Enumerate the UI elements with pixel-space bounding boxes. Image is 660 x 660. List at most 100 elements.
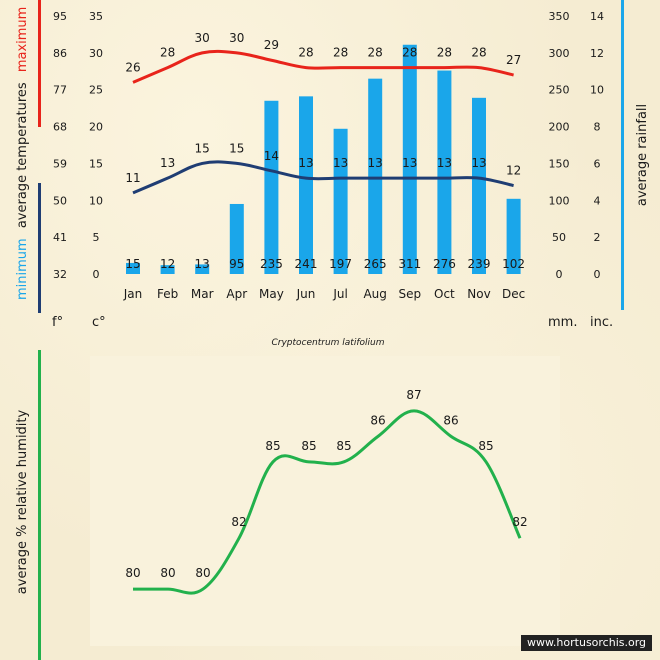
f-tick-label: 86	[53, 47, 67, 60]
c-tick-label: 25	[89, 84, 103, 97]
rainfall-data-label: 102	[502, 257, 525, 271]
rainfall-bar	[472, 97, 486, 274]
rainfall-data-label: 311	[398, 257, 421, 271]
month-tick-label: Jan	[123, 287, 143, 301]
f-tick-label: 50	[53, 194, 67, 207]
humidity-axis-marker	[38, 350, 41, 660]
inc-tick-label: 0	[594, 268, 601, 281]
humidity-panel	[90, 356, 560, 646]
month-tick-label: Nov	[467, 287, 490, 301]
c-tick-label: 10	[89, 194, 103, 207]
max-axis-marker	[38, 0, 41, 127]
humidity-data-label: 85	[301, 439, 316, 453]
min-temperature-data-label: 13	[333, 156, 348, 170]
rainfall-data-label: 235	[260, 257, 283, 271]
min-temperature-data-label: 13	[402, 156, 417, 170]
humidity-data-label: 86	[443, 413, 458, 427]
min-temperature-data-label: 15	[195, 141, 210, 155]
month-tick-label: Oct	[434, 287, 455, 301]
min-axis-title: minimum average temperatures maximum	[15, 7, 30, 300]
humidity-data-label: 82	[231, 515, 246, 529]
mm-tick-label: 0	[556, 268, 563, 281]
c-tick-label: 35	[89, 10, 103, 23]
mm-tick-label: 350	[549, 10, 570, 23]
inc-tick-label: 14	[590, 10, 604, 23]
humidity-line	[133, 409, 522, 595]
min-temperature-data-label: 12	[506, 164, 521, 178]
rainfall-data-label: 13	[195, 257, 210, 271]
unit-celsius: c°	[92, 315, 106, 330]
mm-tick-label: 250	[549, 84, 570, 97]
humidity-data-label: 82	[512, 515, 527, 529]
humidity-data-label: 85	[478, 439, 493, 453]
max-temperature-data-label: 28	[437, 46, 452, 60]
humidity-data-label: 80	[195, 566, 210, 580]
inc-tick-label: 2	[594, 231, 601, 244]
min-temperature-line	[132, 160, 514, 195]
humidity-data-label: 87	[406, 388, 421, 402]
unit-fahrenheit: f°	[52, 315, 63, 330]
humidity-data-label: 80	[125, 566, 140, 580]
unit-mm: mm.	[548, 315, 577, 330]
rainfall-bar	[160, 265, 175, 274]
min-temperature-data-label: 13	[368, 156, 383, 170]
humidity-data-label: 85	[265, 439, 280, 453]
max-temperature-data-label: 28	[368, 46, 383, 60]
month-tick-label: May	[259, 287, 284, 301]
c-tick-label: 0	[93, 268, 100, 281]
unit-inches: inc.	[590, 315, 613, 330]
max-temperature-data-label: 26	[125, 60, 140, 74]
max-temperature-data-label: 28	[333, 46, 348, 60]
max-temperature-data-label: 28	[471, 46, 486, 60]
mm-tick-label: 200	[549, 121, 570, 134]
rainfall-bar	[402, 44, 417, 275]
c-tick-label: 30	[89, 47, 103, 60]
max-temperature-data-label: 28	[160, 46, 175, 60]
rainfall-data-label: 276	[433, 257, 456, 271]
month-tick-label: Jun	[296, 287, 316, 301]
mm-tick-label: 50	[552, 231, 566, 244]
rainfall-axis-title: average rainfall	[635, 104, 650, 206]
max-temperature-data-label: 30	[195, 31, 210, 45]
rainfall-bar	[506, 198, 521, 274]
rainfall-data-label: 241	[295, 257, 318, 271]
c-tick-label: 5	[93, 231, 100, 244]
rainfall-data-label: 12	[160, 257, 175, 271]
rainfall-bar	[264, 100, 279, 275]
rainfall-data-label: 95	[229, 257, 244, 271]
month-tick-label: Jul	[332, 287, 347, 301]
rainfall-data-label: 265	[364, 257, 387, 271]
watermark: www.hortusorchis.org	[521, 635, 652, 651]
rainfall-bar	[195, 264, 210, 274]
rainfall-bar	[368, 78, 383, 275]
rainfall-bar	[126, 262, 140, 274]
f-tick-label: 41	[53, 231, 67, 244]
f-tick-label: 77	[53, 84, 67, 97]
max-temperature-data-label: 28	[298, 46, 313, 60]
month-tick-label: Aug	[363, 287, 386, 301]
month-tick-label: Apr	[226, 287, 247, 301]
month-tick-label: Feb	[157, 287, 178, 301]
min-temperature-data-label: 14	[264, 149, 279, 163]
humidity-data-label: 86	[370, 413, 385, 427]
rainfall-bar	[299, 96, 313, 274]
mm-tick-label: 150	[549, 157, 570, 170]
min-temperature-data-label: 15	[229, 141, 244, 155]
month-tick-label: Dec	[502, 287, 525, 301]
c-tick-label: 20	[89, 121, 103, 134]
f-tick-label: 68	[53, 121, 67, 134]
inc-tick-label: 10	[590, 84, 604, 97]
month-tick-label: Mar	[191, 287, 214, 301]
f-tick-label: 95	[53, 10, 67, 23]
humidity-axis-title: average % relative humidity	[15, 409, 30, 594]
rainfall-data-label: 239	[468, 257, 491, 271]
inc-tick-label: 6	[594, 157, 601, 170]
max-temperature-data-label: 29	[264, 38, 279, 52]
inc-tick-label: 8	[594, 121, 601, 134]
mm-tick-label: 300	[549, 47, 570, 60]
max-temperature-data-label: 30	[229, 31, 244, 45]
max-temperature-data-label: 28	[402, 46, 417, 60]
min-temperature-data-label: 13	[471, 156, 486, 170]
rainfall-data-label: 197	[329, 257, 352, 271]
